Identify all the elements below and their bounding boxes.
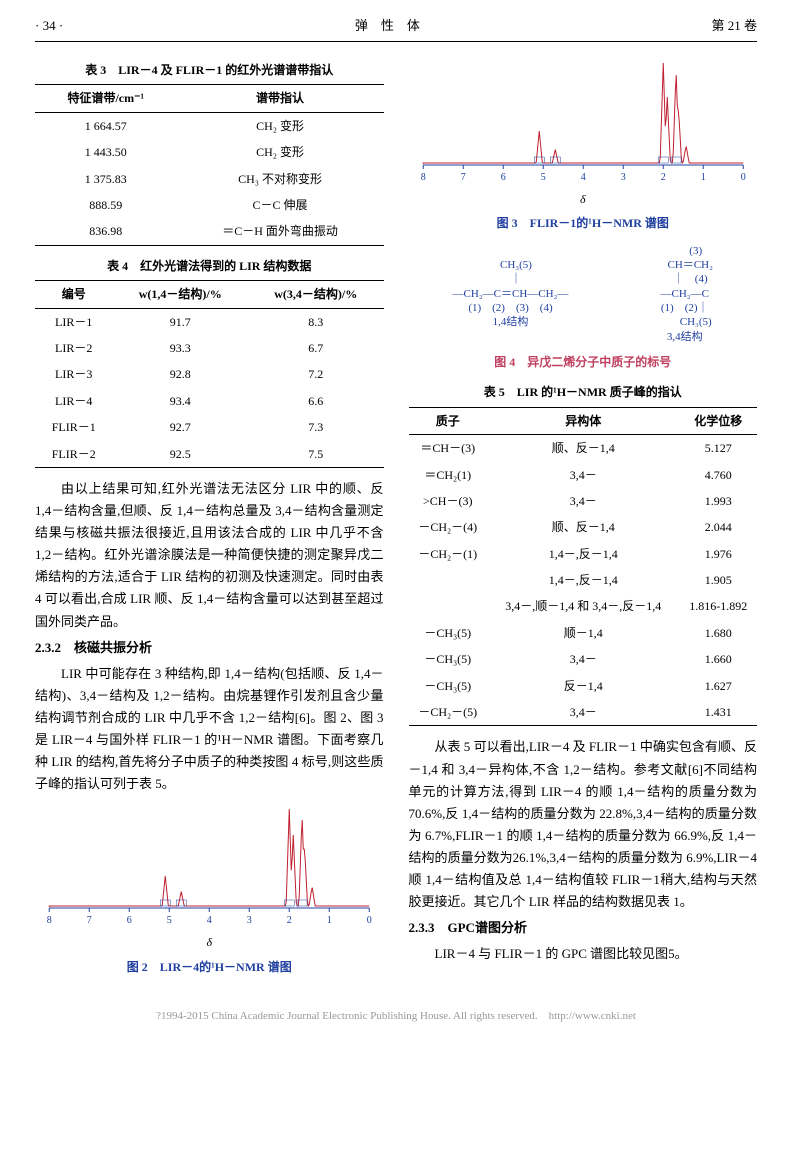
svg-text:7: 7 [460,172,465,183]
svg-text:1: 1 [327,915,332,926]
svg-text:8: 8 [420,172,425,183]
footer-text: ?1994-2015 China Academic Journal Electr… [35,1007,757,1026]
svg-text:8: 8 [47,915,52,926]
table3: 特征谱带/cm⁻¹谱带指认 1 664.57CH₂ 变形1 443.50CH₂ … [35,84,384,245]
journal-title: 弹 性 体 [355,15,420,37]
table5: 质子异构体化学位移 ＝CH－(3)顺、反－1,45.127＝CH₂(1)3,4－… [409,407,758,727]
svg-text:7: 7 [87,915,92,926]
table4-caption: 表 4 红外光谱法得到的 LIR 结构数据 [35,256,384,276]
svg-text:5: 5 [540,172,545,183]
svg-text:4: 4 [207,915,212,926]
svg-text:0: 0 [740,172,745,183]
svg-text:3: 3 [247,915,252,926]
figure-3: 8 7 6 5 4 3 2 1 0 [409,57,758,187]
svg-text:5: 5 [167,915,172,926]
volume: 第 21 卷 [711,15,757,37]
fig2-caption: 图 2 LIR－4的¹H－NMR 谱图 [35,957,384,977]
paragraph-1: 由以上结果可知,红外光谱法无法区分 LIR 中的顺、反 1,4－结构含量,但顺、… [35,478,384,633]
paragraph-2: LIR 中可能存在 3 种结构,即 1,4－结构(包括顺、反 1,4－结构)、3… [35,663,384,796]
svg-text:1: 1 [700,172,705,183]
figure-4: CH₃(5) ｜ —CH₂—C＝CH—CH₂— (1) (2) (3) (4) … [409,244,758,344]
figure-2: 8 7 6 5 4 3 2 1 0 [35,800,384,930]
table3-caption: 表 3 LIR－4 及 FLIR－1 的红外光谱谱带指认 [35,60,384,80]
svg-text:6: 6 [127,915,132,926]
svg-text:3: 3 [620,172,625,183]
fig3-caption: 图 3 FLIR－1的¹H－NMR 谱图 [409,213,758,233]
svg-text:6: 6 [500,172,505,183]
svg-text:2: 2 [287,915,292,926]
page-number: · 34 · [35,15,63,37]
table4: 编号w(1,4－结构)/%w(3,4－结构)/% LIR－191.78.3LIR… [35,280,384,468]
svg-text:0: 0 [367,915,372,926]
paragraph-4: LIR－4 与 FLIR－1 的 GPC 谱图比较见图5。 [409,943,758,965]
svg-text:2: 2 [660,172,665,183]
section-232: 2.3.2 核磁共振分析 [35,637,384,659]
paragraph-3: 从表 5 可以看出,LIR－4 及 FLIR－1 中确实包含有顺、反－1,4 和… [409,736,758,913]
svg-text:4: 4 [580,172,585,183]
table5-caption: 表 5 LIR 的¹H－NMR 质子峰的指认 [409,382,758,402]
section-233: 2.3.3 GPC谱图分析 [409,917,758,939]
fig4-caption: 图 4 异戊二烯分子中质子的标号 [409,352,758,372]
